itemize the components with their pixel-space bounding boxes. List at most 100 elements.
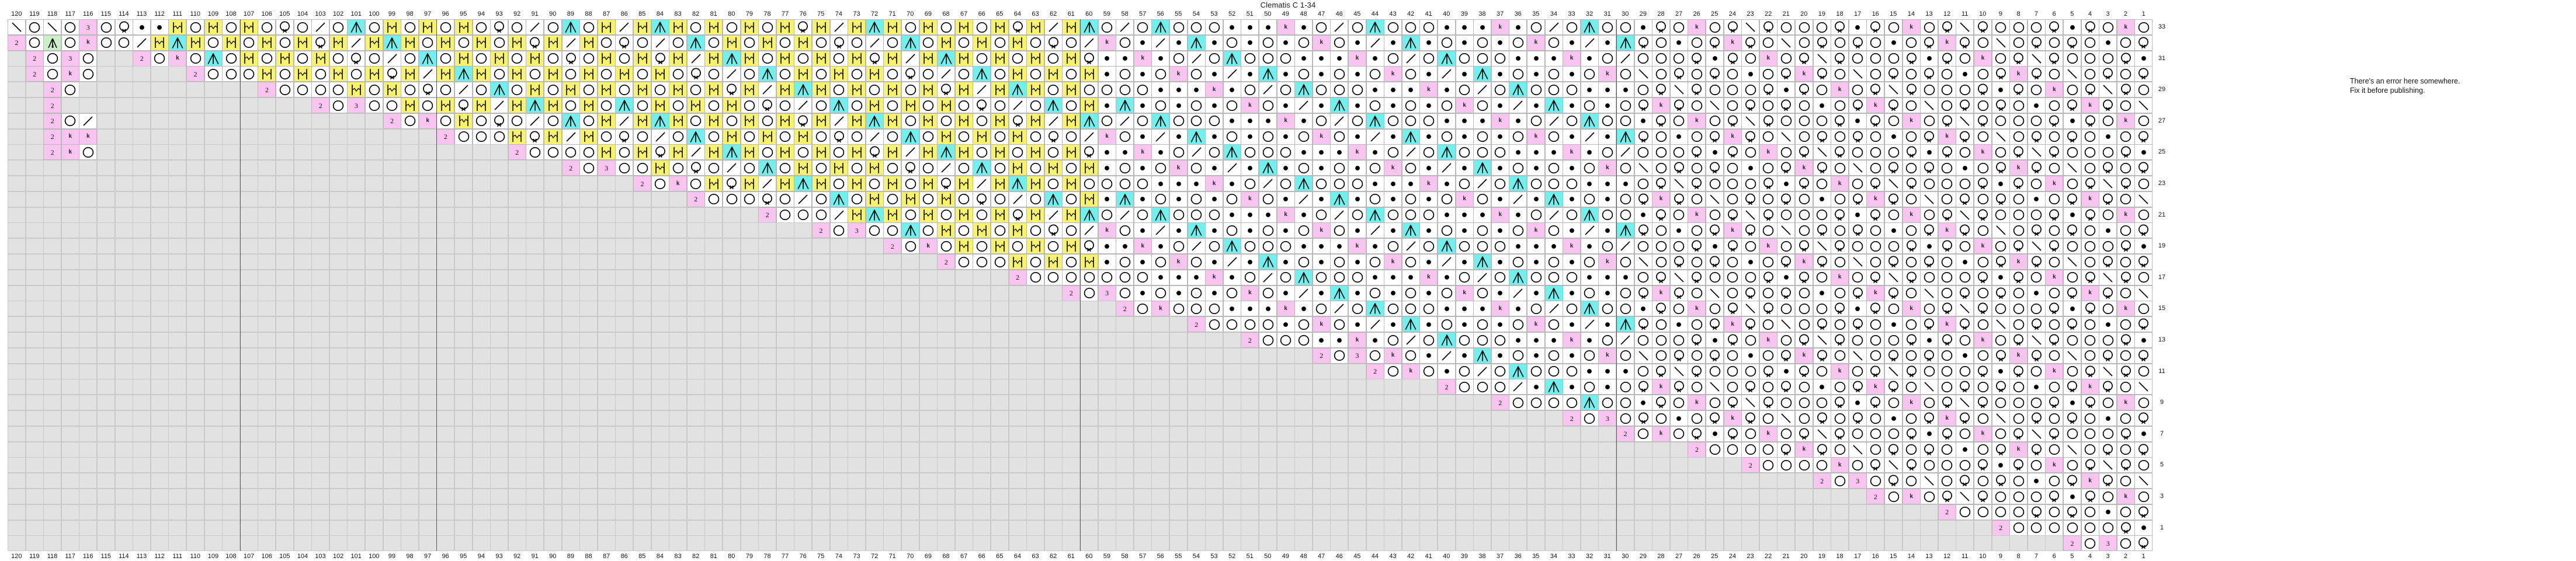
chart-cell[interactable] — [1366, 128, 1384, 145]
chart-cell[interactable] — [43, 50, 62, 67]
chart-cell[interactable] — [239, 379, 258, 395]
chart-cell[interactable] — [812, 285, 830, 301]
chart-cell[interactable] — [758, 316, 777, 333]
chart-cell[interactable] — [1956, 34, 1974, 51]
chart-cell[interactable] — [1491, 222, 1509, 239]
chart-cell[interactable] — [1276, 238, 1295, 255]
chart-cell[interactable] — [1598, 285, 1617, 301]
chart-cell[interactable] — [239, 285, 258, 301]
chart-cell[interactable] — [1062, 82, 1081, 98]
chart-cell[interactable] — [168, 347, 187, 364]
chart-cell[interactable] — [418, 50, 437, 67]
chart-cell[interactable] — [1044, 82, 1063, 98]
chart-cell[interactable] — [1026, 379, 1045, 395]
chart-cell[interactable] — [347, 113, 366, 129]
chart-cell[interactable] — [615, 191, 634, 207]
chart-cell[interactable] — [1669, 34, 1688, 51]
chart-cell[interactable] — [258, 191, 276, 207]
chart-cell[interactable] — [1688, 316, 1706, 333]
chart-cell[interactable] — [1026, 347, 1045, 364]
chart-cell[interactable] — [1669, 113, 1688, 129]
chart-cell[interactable] — [1330, 347, 1349, 364]
chart-cell[interactable] — [865, 50, 884, 67]
chart-cell[interactable] — [1491, 254, 1509, 270]
chart-cell[interactable] — [1384, 363, 1402, 379]
chart-cell[interactable] — [1401, 332, 1420, 348]
chart-cell[interactable] — [436, 66, 455, 82]
chart-cell[interactable] — [1848, 19, 1867, 35]
chart-cell[interactable] — [1223, 82, 1241, 98]
chart-cell[interactable] — [1920, 160, 1939, 176]
chart-cell[interactable] — [329, 238, 348, 255]
chart-cell[interactable] — [937, 347, 956, 364]
chart-cell[interactable] — [651, 347, 669, 364]
chart-cell[interactable] — [168, 128, 187, 145]
chart-cell[interactable] — [723, 379, 741, 395]
chart-cell[interactable] — [1795, 82, 1813, 98]
chart-cell[interactable] — [1938, 379, 1956, 395]
chart-cell[interactable] — [1455, 82, 1474, 98]
chart-cell[interactable] — [43, 66, 62, 82]
chart-cell[interactable] — [1777, 301, 1796, 317]
chart-cell[interactable] — [1187, 160, 1206, 176]
chart-cell[interactable] — [633, 222, 651, 239]
chart-cell[interactable] — [490, 82, 509, 98]
chart-cell[interactable] — [1831, 66, 1849, 82]
chart-cell[interactable] — [1062, 19, 1081, 35]
chart-cell[interactable] — [1348, 19, 1366, 35]
chart-cell[interactable] — [544, 128, 562, 145]
chart-cell[interactable]: 2 — [1187, 316, 1206, 333]
chart-cell[interactable] — [1991, 128, 2010, 145]
chart-cell[interactable] — [1276, 332, 1295, 348]
chart-cell[interactable] — [454, 363, 473, 379]
chart-cell[interactable] — [1259, 285, 1277, 301]
chart-cell[interactable] — [133, 128, 151, 145]
chart-cell[interactable] — [561, 301, 580, 317]
chart-cell[interactable] — [561, 332, 580, 348]
chart-cell[interactable] — [454, 113, 473, 129]
chart-cell[interactable]: 2 — [633, 176, 651, 191]
chart-cell[interactable] — [901, 82, 919, 98]
chart-cell[interactable] — [1026, 238, 1045, 255]
chart-cell[interactable] — [919, 301, 938, 317]
chart-cell[interactable]: k — [61, 144, 79, 161]
chart-cell[interactable] — [168, 269, 187, 285]
chart-cell[interactable] — [1741, 238, 1760, 255]
chart-cell[interactable] — [2009, 191, 2028, 207]
chart-cell[interactable] — [61, 269, 79, 285]
chart-cell[interactable] — [150, 301, 169, 317]
chart-cell[interactable]: k — [1902, 113, 1921, 129]
chart-cell[interactable] — [1419, 222, 1438, 239]
chart-cell[interactable] — [347, 34, 366, 51]
chart-cell[interactable] — [1080, 19, 1098, 35]
chart-cell[interactable] — [669, 269, 688, 285]
chart-cell[interactable] — [1401, 34, 1420, 51]
chart-cell[interactable]: k — [1688, 113, 1706, 129]
chart-cell[interactable] — [1706, 34, 1724, 51]
chart-cell[interactable] — [276, 269, 294, 285]
chart-cell[interactable] — [1795, 316, 1813, 333]
chart-cell[interactable] — [883, 207, 902, 223]
chart-cell[interactable] — [204, 191, 223, 207]
chart-cell[interactable] — [79, 222, 98, 239]
chart-cell[interactable] — [901, 128, 919, 145]
chart-cell[interactable] — [2081, 128, 2099, 145]
chart-cell[interactable] — [1902, 34, 1921, 51]
chart-cell[interactable] — [436, 316, 455, 333]
chart-cell[interactable] — [669, 285, 688, 301]
chart-cell[interactable] — [1080, 379, 1098, 395]
chart-cell[interactable] — [1294, 128, 1313, 145]
chart-cell[interactable] — [1956, 347, 1974, 364]
chart-cell[interactable] — [2045, 191, 2064, 207]
chart-cell[interactable] — [1294, 19, 1313, 35]
chart-cell[interactable] — [133, 316, 151, 333]
chart-cell[interactable] — [1330, 222, 1349, 239]
chart-cell[interactable] — [133, 207, 151, 223]
chart-cell[interactable] — [579, 50, 598, 67]
chart-cell[interactable] — [2045, 113, 2064, 129]
chart-cell[interactable] — [1598, 316, 1617, 333]
chart-cell[interactable]: k — [2081, 285, 2099, 301]
chart-cell[interactable] — [1330, 269, 1349, 285]
chart-cell[interactable] — [1509, 50, 1527, 67]
chart-cell[interactable] — [579, 97, 598, 113]
